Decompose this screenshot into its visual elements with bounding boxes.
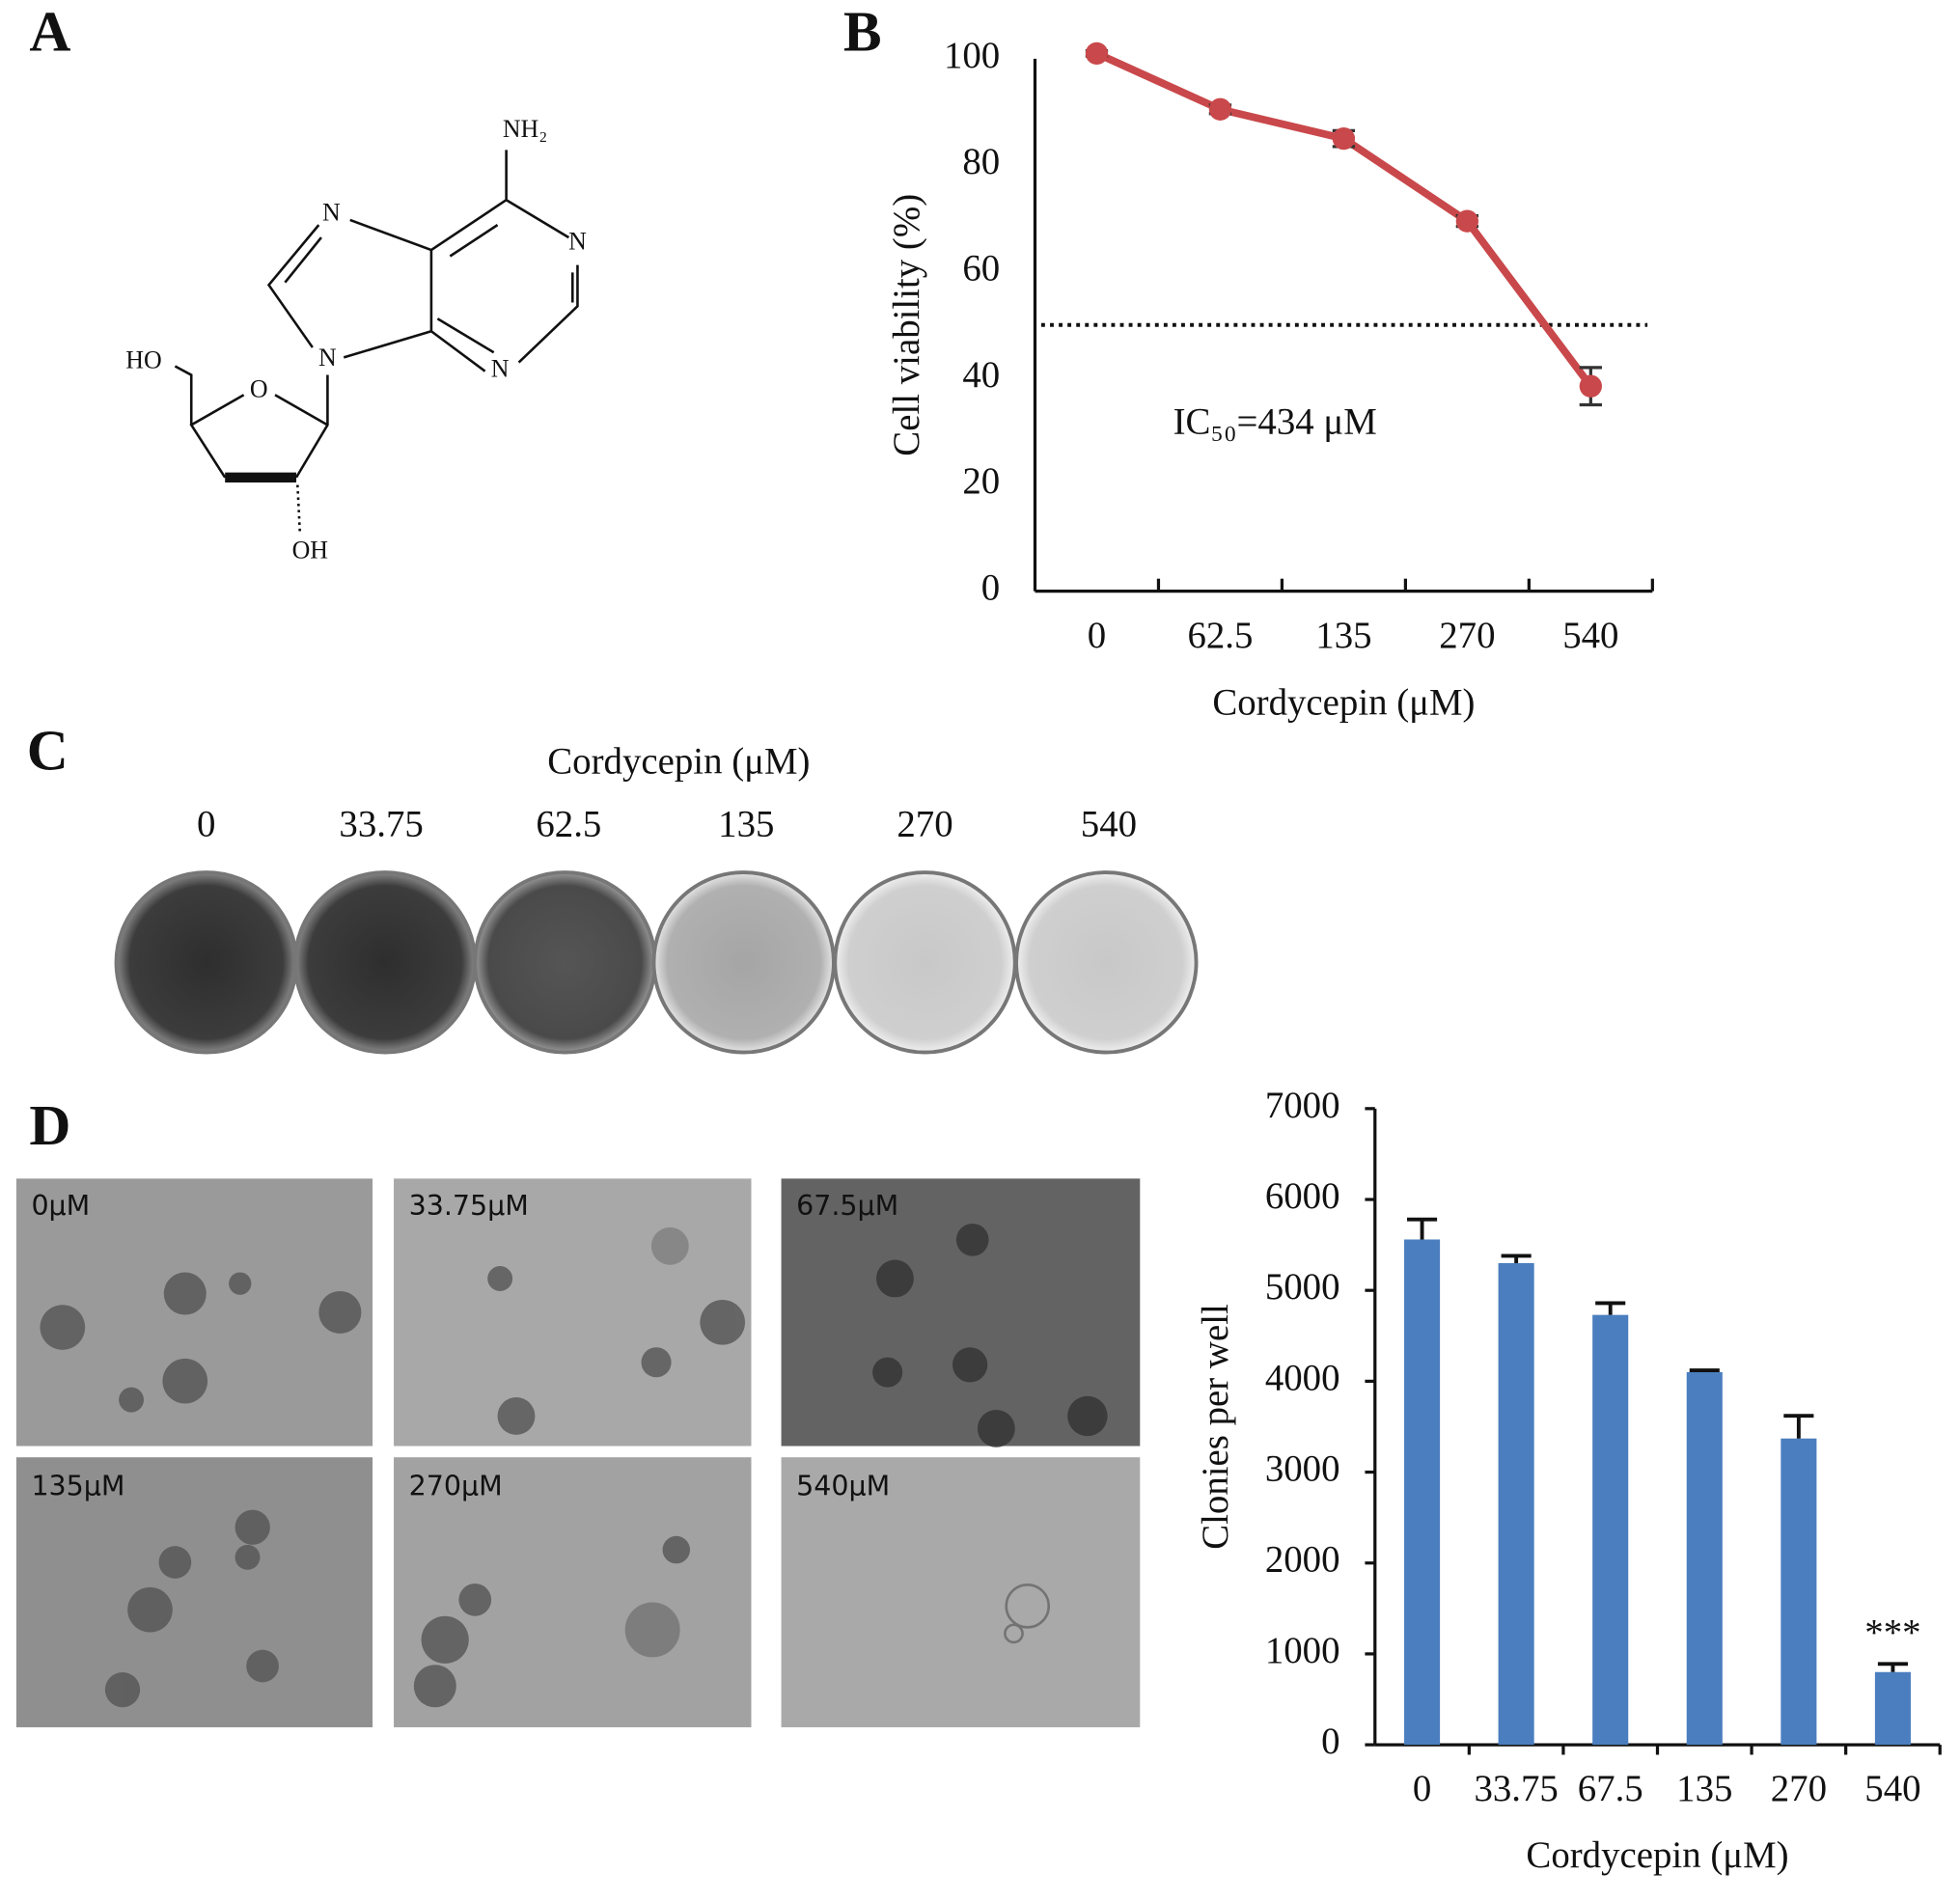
y-tick-label: 1000 [1265, 1630, 1340, 1671]
x-tick-label: 135 [1676, 1768, 1732, 1809]
panel-label: C [27, 718, 69, 782]
x-tick-label: 33.75 [1474, 1768, 1558, 1809]
y-tick-label: 2000 [1265, 1539, 1340, 1581]
y-tick-label: 5000 [1265, 1266, 1340, 1308]
micrograph-label: 135μM [31, 1470, 124, 1502]
y-tick-label: 100 [944, 35, 1000, 76]
x-tick-label: 135 [1315, 615, 1371, 656]
bar [1498, 1262, 1534, 1746]
bar [1592, 1314, 1629, 1746]
annotation: IC₅₀=434 μM [1173, 400, 1377, 442]
y-tick-label: 60 [962, 247, 1000, 289]
error-bar [1783, 1414, 1814, 1439]
data-point [1332, 126, 1356, 151]
x-tick-label: 540 [1562, 615, 1618, 656]
data-line [1094, 49, 1594, 389]
y-tick-label: 40 [962, 354, 1000, 396]
error-bar [1407, 1217, 1438, 1240]
x-axis-label: Cordycepin (μM) [1526, 1834, 1788, 1876]
error-bar [1689, 1368, 1720, 1373]
atom-label: OH [292, 536, 328, 564]
micrograph-label: 33.75μM [409, 1190, 529, 1222]
y-tick-label: 4000 [1265, 1357, 1340, 1398]
y-tick-label: 0 [981, 567, 1000, 609]
structure [174, 150, 579, 536]
micrograph-label: 0μM [31, 1190, 90, 1222]
micrographs [15, 1178, 1141, 1727]
data-point [1455, 209, 1479, 233]
concentration-label: 270 [897, 803, 952, 844]
bar [1686, 1371, 1723, 1746]
micrograph-label: 540μM [796, 1470, 890, 1502]
bar [1404, 1239, 1441, 1746]
panel-label: D [29, 1093, 70, 1157]
significance: *** [1864, 1612, 1920, 1654]
error-bar [1501, 1254, 1532, 1263]
x-tick-label: 270 [1771, 1768, 1827, 1809]
micrograph-label: 270μM [409, 1470, 503, 1502]
concentration-label: 33.75 [339, 803, 423, 844]
y-tick-label: 3000 [1265, 1447, 1340, 1489]
x-tick-label: 62.5 [1187, 615, 1253, 656]
bar [1874, 1671, 1911, 1746]
y-axis-label: Clonies per well [1195, 1304, 1236, 1550]
atom-label: NH₂ [503, 115, 547, 143]
x-axis-label: Cordycepin (μM) [1212, 682, 1475, 724]
error-bar [1595, 1301, 1626, 1315]
error-bar [1877, 1662, 1908, 1672]
concentration-label: 135 [718, 803, 774, 844]
y-tick-label: 0 [1321, 1721, 1339, 1762]
y-tick-label: 6000 [1265, 1175, 1340, 1217]
atom-label: N [318, 344, 337, 372]
concentration-label: 0 [197, 803, 215, 844]
x-tick-label: 67.5 [1578, 1768, 1643, 1809]
atom-label: HO [125, 346, 161, 374]
x-tick-label: 270 [1439, 615, 1495, 656]
data-point [1085, 41, 1109, 66]
assay-title: Cordycepin (μM) [547, 741, 810, 783]
y-tick-label: 80 [962, 141, 1000, 182]
dishes [114, 870, 1199, 1055]
bar [1781, 1438, 1817, 1746]
x-tick-label: 540 [1864, 1768, 1920, 1809]
atom-label: N [568, 228, 587, 256]
panel-label: B [843, 0, 882, 64]
atom-label: N [491, 355, 510, 383]
y-tick-label: 7000 [1265, 1085, 1340, 1126]
micrograph-label: 67.5μM [796, 1190, 898, 1222]
x-tick-label: 0 [1088, 615, 1106, 656]
atom-label: N [322, 199, 341, 227]
y-axis-label: Cell viability (%) [886, 194, 927, 456]
data-point [1579, 374, 1602, 398]
panel-label: A [29, 0, 70, 64]
x-tick-label: 0 [1413, 1768, 1431, 1809]
y-tick-label: 20 [962, 460, 1000, 502]
data-point [1208, 97, 1232, 121]
atom-label: O [250, 374, 268, 402]
concentration-label: 62.5 [536, 803, 601, 844]
concentration-label: 540 [1081, 803, 1137, 844]
